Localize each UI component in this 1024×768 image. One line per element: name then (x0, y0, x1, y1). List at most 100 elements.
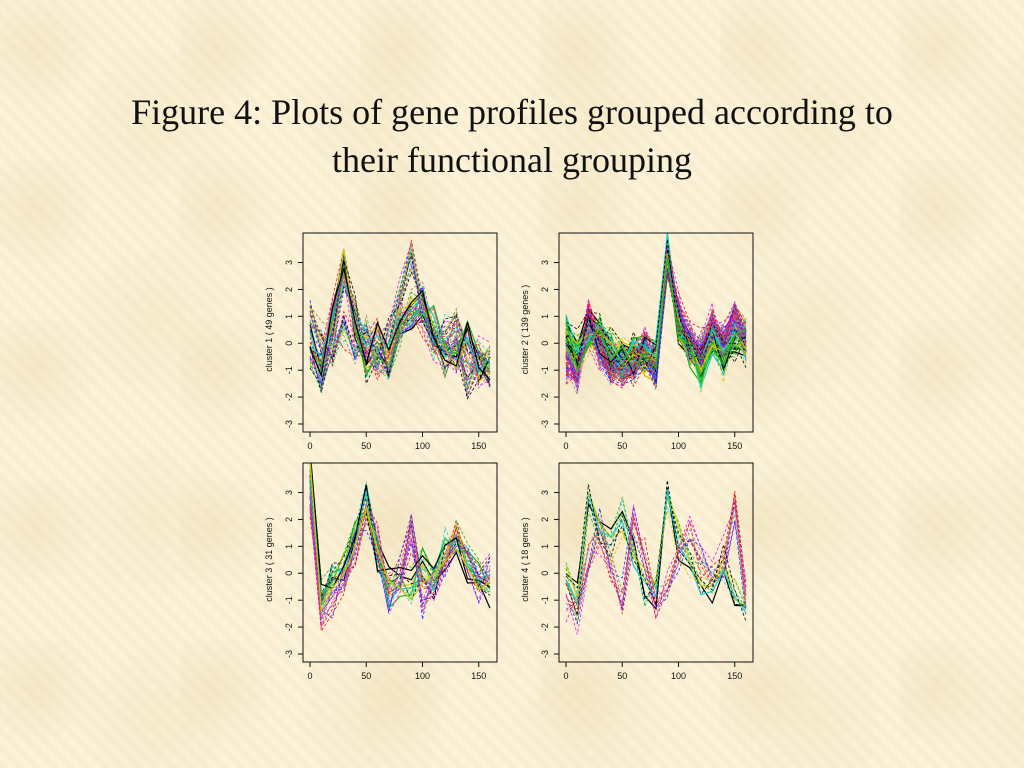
y-tick-label: -3 (284, 420, 294, 428)
y-tick-label: 3 (284, 260, 294, 265)
gene-profile-line (565, 520, 747, 617)
gene-profile-line (309, 307, 491, 380)
y-tick-label: -3 (540, 650, 550, 658)
gene-profile-line (565, 252, 747, 377)
y-tick-label: 2 (540, 287, 550, 292)
y-tick-label: 0 (540, 341, 550, 346)
y-axis-label: cluster 3 ( 31 genes ) (264, 517, 274, 602)
gene-profile-line (309, 313, 491, 372)
gene-profile-line (309, 310, 491, 388)
x-tick-label: 0 (307, 441, 312, 451)
gene-profile-line (565, 253, 747, 377)
y-tick-label: 1 (284, 314, 294, 319)
gene-profile-line (565, 487, 747, 611)
cluster-4-panel: 0 50 100 150 -3 -2 -1 0 1 2 3 cluster 4 ( 18 genes … (520, 462, 754, 681)
y-tick-label: -3 (540, 420, 550, 428)
y-tick-label: -2 (540, 623, 550, 631)
y-tick-label: 0 (284, 341, 294, 346)
gene-profile-line (309, 495, 491, 628)
x-tick-label: 0 (563, 441, 568, 451)
series-lines (565, 233, 747, 397)
y-tick-label: 3 (284, 490, 294, 495)
y-tick-label: 0 (540, 571, 550, 576)
gene-profile-line (309, 291, 491, 378)
gene-profile-line (309, 307, 491, 381)
x-tick-label: 100 (415, 441, 430, 451)
gene-profile-line (309, 489, 491, 607)
plot-frame (558, 462, 754, 663)
gene-profile-line (565, 504, 747, 635)
gene-profile-line (309, 470, 491, 599)
x-tick-label: 100 (671, 671, 686, 681)
series-lines (309, 463, 491, 633)
gene-profile-line (565, 274, 747, 377)
y-tick-label: 3 (540, 260, 550, 265)
series-lines (565, 480, 747, 635)
gene-profile-line (565, 233, 747, 366)
x-tick-label: 0 (563, 671, 568, 681)
gene-profile-line (309, 504, 491, 633)
y-tick-label: -3 (284, 650, 294, 658)
gene-profile-line (565, 256, 747, 376)
gene-profile-line (565, 244, 747, 380)
plot-frame (302, 232, 498, 433)
cluster-3-panel: 0 50 100 150 -3 -2 -1 0 1 2 3 cluster 3 ( 31 genes … (264, 462, 498, 681)
y-tick-label: -2 (284, 393, 294, 401)
y-axis-label: cluster 2 ( 139 genes ) (520, 285, 530, 375)
gene-profile-line (309, 463, 491, 614)
gene-profile-line (309, 480, 491, 620)
gene-profile-line (309, 483, 491, 595)
y-tick-label: -1 (540, 596, 550, 604)
gene-profile-line (565, 261, 747, 370)
gene-profile-line (309, 244, 491, 394)
gene-profile-line (309, 274, 491, 383)
gene-profile-line (565, 260, 747, 386)
title-line-2: their functional grouping (332, 140, 692, 180)
x-tick-label: 100 (671, 441, 686, 451)
x-tick-label: 100 (415, 671, 430, 681)
x-tick-label: 50 (617, 671, 627, 681)
series-lines (309, 240, 491, 400)
gene-profile-line (309, 506, 491, 626)
x-tick-label: 0 (307, 671, 312, 681)
y-tick-label: -2 (540, 393, 550, 401)
gene-profile-line (310, 463, 491, 588)
gene-profile-line (309, 479, 491, 611)
y-axis-label: cluster 4 ( 18 genes ) (520, 517, 530, 602)
plot-frame (302, 462, 498, 663)
gene-profile-line (565, 242, 747, 383)
gene-profile-line (565, 256, 747, 379)
y-tick-label: -1 (540, 366, 550, 374)
y-tick-label: -1 (284, 366, 294, 374)
y-tick-label: 1 (540, 314, 550, 319)
y-tick-label: -2 (284, 623, 294, 631)
gene-profile-line (309, 310, 491, 381)
y-tick-label: 2 (540, 517, 550, 522)
gene-profile-line (309, 268, 491, 381)
x-tick-label: 150 (471, 441, 486, 451)
gene-profile-line (309, 306, 491, 384)
y-tick-label: 1 (540, 544, 550, 549)
x-tick-label: 150 (727, 441, 742, 451)
gene-profile-line (565, 480, 747, 622)
x-tick-label: 150 (727, 671, 742, 681)
gene-profile-line (309, 248, 491, 390)
y-tick-label: 3 (540, 490, 550, 495)
gene-profile-line (309, 265, 491, 377)
cluster-2-panel: 0 50 100 150 -3 -2 -1 0 1 2 3 cluster 2 ( 139 genes… (520, 232, 754, 451)
gene-profile-line (309, 486, 491, 605)
y-tick-label: 2 (284, 517, 294, 522)
gene-profile-line (565, 494, 747, 619)
y-tick-label: 2 (284, 287, 294, 292)
y-tick-label: 0 (284, 571, 294, 576)
gene-profile-line (309, 497, 491, 613)
title-line-1: Figure 4: Plots of gene profiles grouped… (131, 92, 893, 132)
gene-profile-line (565, 498, 747, 610)
gene-profile-line (565, 240, 747, 384)
x-tick-label: 150 (471, 671, 486, 681)
x-tick-label: 50 (617, 441, 627, 451)
x-tick-label: 50 (361, 671, 371, 681)
plot-frame (558, 232, 754, 433)
gene-profile-line (309, 277, 491, 387)
